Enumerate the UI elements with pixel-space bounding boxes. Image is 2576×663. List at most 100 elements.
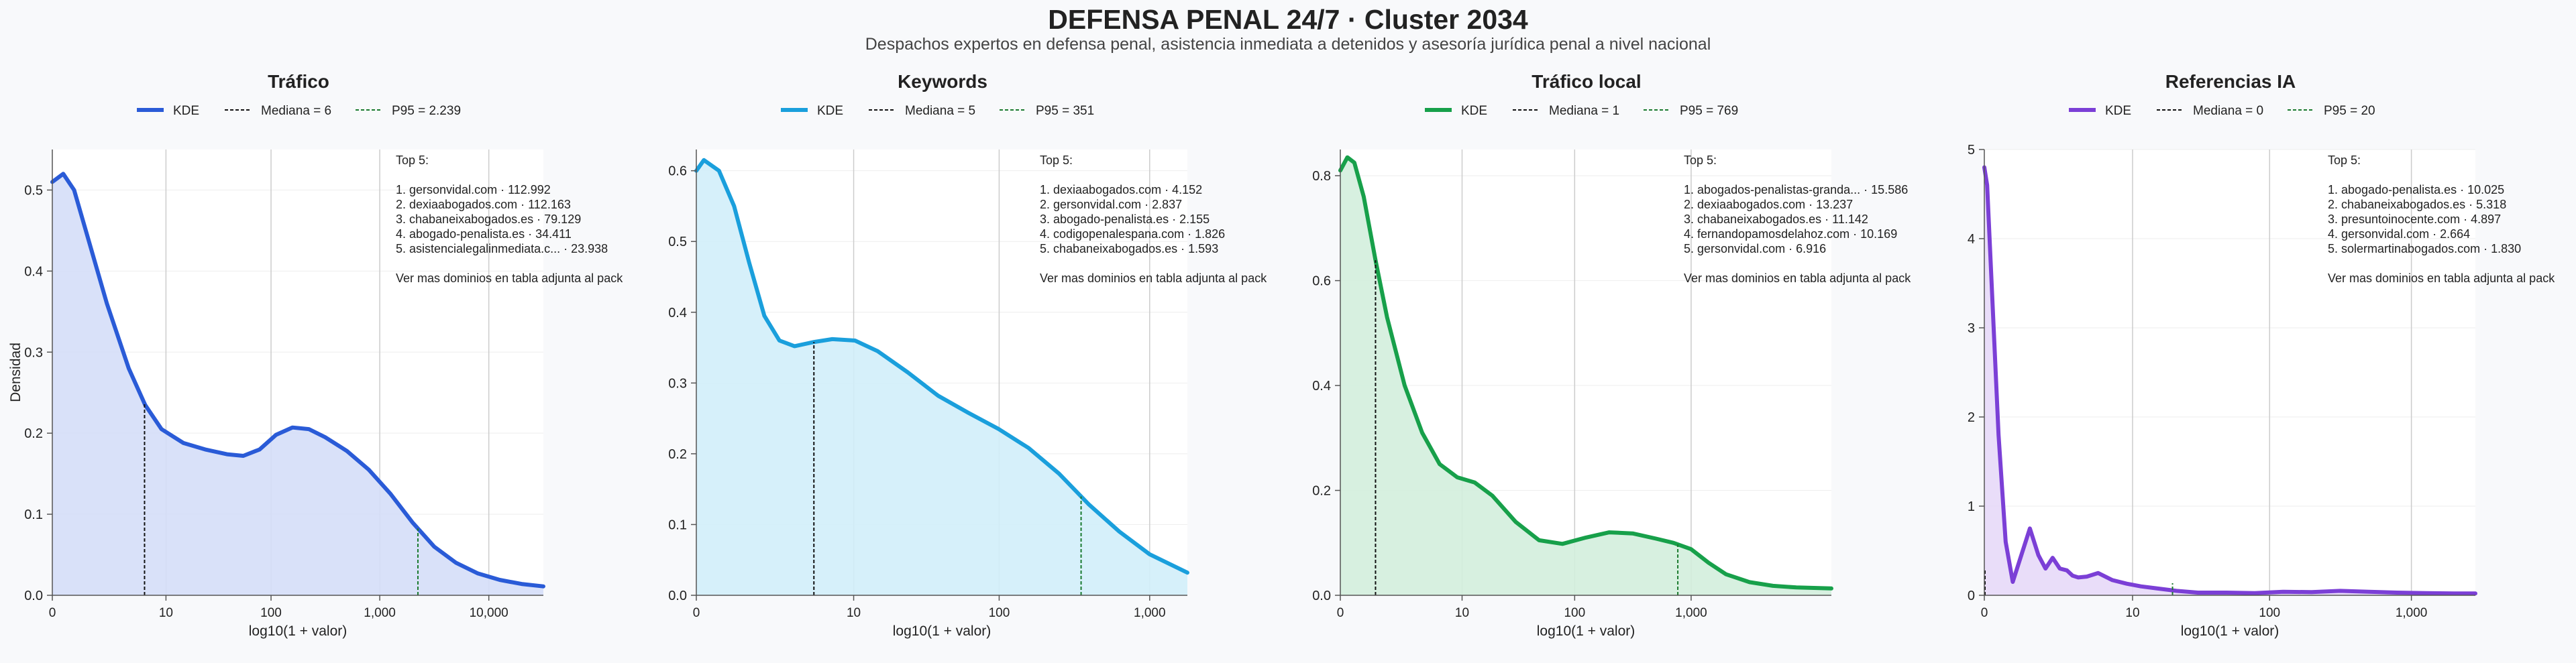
- y-tick-label: 0.2: [1312, 484, 1331, 499]
- top5-note: Ver mas dominios en tabla adjunta al pac…: [2328, 272, 2555, 285]
- x-tick-label: 1,000: [1134, 606, 1166, 620]
- x-tick-label: 1,000: [1675, 606, 1707, 620]
- legend-median-label: Mediana = 5: [905, 104, 975, 118]
- y-tick-label: 0.8: [1312, 169, 1331, 184]
- top5-item: 5. solermartinabogados.com · 1.830: [2328, 242, 2521, 255]
- top5-item: 1. gersonvidal.com · 112.992: [396, 183, 551, 196]
- y-tick-label: 1: [1968, 499, 1975, 514]
- legend-p95-label: P95 = 769: [1680, 104, 1738, 118]
- x-axis-label: log10(1 + valor): [1537, 623, 1635, 639]
- y-tick-label: 0.0: [1312, 589, 1331, 603]
- legend-p95-label: P95 = 2.239: [392, 104, 461, 118]
- x-tick-label: 10: [159, 606, 173, 620]
- x-tick-label: 0: [693, 606, 700, 620]
- y-tick-label: 0.0: [24, 589, 43, 603]
- kde-area: [1984, 167, 2475, 596]
- panel-trafico-local: 0.0 0.2 0.4 0.6 0.8 0 10 100 1,000 log10(1 + valo…: [1312, 71, 1911, 639]
- x-tick-label: 10: [1455, 606, 1469, 620]
- x-tick-label: 100: [1564, 606, 1585, 620]
- top5-item: 4. abogado-penalista.es · 34.411: [396, 227, 572, 241]
- x-axis-label: log10(1 + valor): [893, 623, 991, 639]
- y-tick-label: 4: [1968, 232, 1975, 247]
- y-tick-label: 0.0: [668, 589, 687, 603]
- y-tick-label: 0.2: [24, 426, 43, 441]
- kde-line: [694, 158, 1189, 575]
- top5-item: 3. chabaneixabogados.es · 79.129: [396, 213, 581, 226]
- x-tick-label: 0: [1337, 606, 1344, 620]
- chart-title: DEFENSA PENAL 24/7 · Cluster 2034: [1048, 4, 1528, 35]
- y-tick-label: 0.5: [668, 235, 687, 249]
- top5-item: 1. dexiaabogados.com · 4.152: [1040, 183, 1202, 196]
- top5-item: 4. fernandopamosdelahoz.com · 10.169: [1684, 227, 1897, 241]
- legend-kde-label: KDE: [817, 104, 843, 118]
- top5-item: 5. chabaneixabogados.es · 1.593: [1040, 242, 1218, 255]
- y-tick-label: 0.6: [1312, 274, 1331, 289]
- kde-area: [1340, 157, 1831, 595]
- y-tick-label: 2: [1968, 410, 1975, 425]
- x-tick-label: 10: [2125, 606, 2139, 620]
- top5-note: Ver mas dominios en tabla adjunta al pac…: [1040, 272, 1267, 285]
- legend-median-label: Mediana = 6: [261, 104, 331, 118]
- top5-note: Ver mas dominios en tabla adjunta al pac…: [396, 272, 623, 285]
- panel-referencias-ia: 0 1 2 3 4 5 0 10 100 1,000 log10(1 + valor) Referen…: [1968, 71, 2555, 639]
- panel-title: Tráfico: [268, 71, 329, 92]
- x-tick-label: 100: [260, 606, 282, 620]
- x-axis-label: log10(1 + valor): [2181, 623, 2279, 639]
- y-tick-label: 0.2: [668, 447, 687, 462]
- legend-kde-label: KDE: [2105, 104, 2131, 118]
- top5-header: Top 5:: [396, 154, 429, 167]
- y-tick-label: 0.4: [24, 264, 43, 279]
- top5-item: 2. chabaneixabogados.es · 5.318: [2328, 198, 2506, 211]
- top5-item: 4. codigopenalespana.com · 1.826: [1040, 227, 1225, 241]
- x-tick-label: 0: [49, 606, 56, 620]
- x-tick-label: 100: [989, 606, 1010, 620]
- y-tick-label: 0.6: [668, 164, 687, 179]
- x-tick-label: 10,000: [470, 606, 508, 620]
- x-tick-label: 10: [847, 606, 861, 620]
- kde-area: [52, 174, 543, 595]
- chart-subtitle: Despachos expertos en defensa penal, asi…: [865, 35, 1711, 54]
- x-tick-label: 100: [2259, 606, 2280, 620]
- top5-item: 3. abogado-penalista.es · 2.155: [1040, 213, 1210, 226]
- x-tick-label: 1,000: [2396, 606, 2428, 620]
- top5-item: 5. gersonvidal.com · 6.916: [1684, 242, 1826, 255]
- y-tick-label: 0.4: [668, 306, 687, 320]
- top5-item: 5. asistencialegalinmediata.c... · 23.93…: [396, 242, 608, 255]
- y-tick-label: 3: [1968, 321, 1975, 336]
- legend-kde-label: KDE: [173, 104, 199, 118]
- kde-line: [50, 172, 545, 589]
- y-tick-label: 0.3: [24, 345, 43, 360]
- legend-median-label: Mediana = 1: [1549, 104, 1619, 118]
- top5-item: 3. presuntoinocente.com · 4.897: [2328, 213, 2501, 226]
- top5-header: Top 5:: [1040, 154, 1073, 167]
- x-tick-label: 0: [1981, 606, 1988, 620]
- kde-area: [696, 160, 1187, 596]
- y-tick-label: 0.1: [24, 507, 43, 522]
- panel-keywords: 0.0 0.1 0.2 0.3 0.4 0.5 0.6 0 10 100 1,000 log10(1 …: [668, 71, 1267, 639]
- top5-item: 1. abogado-penalista.es · 10.025: [2328, 183, 2504, 196]
- y-tick-label: 0: [1968, 589, 1975, 603]
- top5-item: 4. gersonvidal.com · 2.664: [2328, 227, 2470, 241]
- top5-item: 2. dexiaabogados.com · 112.163: [396, 198, 571, 211]
- legend-median-label: Mediana = 0: [2193, 104, 2263, 118]
- top5-item: 3. chabaneixabogados.es · 11.142: [1684, 213, 1868, 226]
- panel-title: Keywords: [898, 71, 987, 92]
- y-tick-label: 0.4: [1312, 379, 1331, 394]
- top5-item: 1. abogados-penalistas-granda... · 15.58…: [1684, 183, 1908, 196]
- kde-line: [1338, 155, 1833, 591]
- panel-title: Tráfico local: [1532, 71, 1641, 92]
- y-tick-label: 0.3: [668, 376, 687, 391]
- panel-trafico: 0.0 0.1 0.2 0.3 0.4 0.5 0 10 100 1,000 10,000 log10…: [8, 71, 623, 639]
- y-tick-label: 0.5: [24, 183, 43, 198]
- kde-line: [1982, 165, 2477, 596]
- plot-area: [1984, 149, 2475, 595]
- x-axis-label: log10(1 + valor): [249, 623, 347, 639]
- top5-note: Ver mas dominios en tabla adjunta al pac…: [1684, 272, 1911, 285]
- top5-header: Top 5:: [1684, 154, 1717, 167]
- y-tick-label: 0.1: [668, 518, 687, 532]
- y-axis-label: Densidad: [8, 343, 23, 402]
- top5-header: Top 5:: [2328, 154, 2361, 167]
- legend-kde-label: KDE: [1461, 104, 1487, 118]
- x-tick-label: 1,000: [364, 606, 396, 620]
- top5-item: 2. gersonvidal.com · 2.837: [1040, 198, 1182, 211]
